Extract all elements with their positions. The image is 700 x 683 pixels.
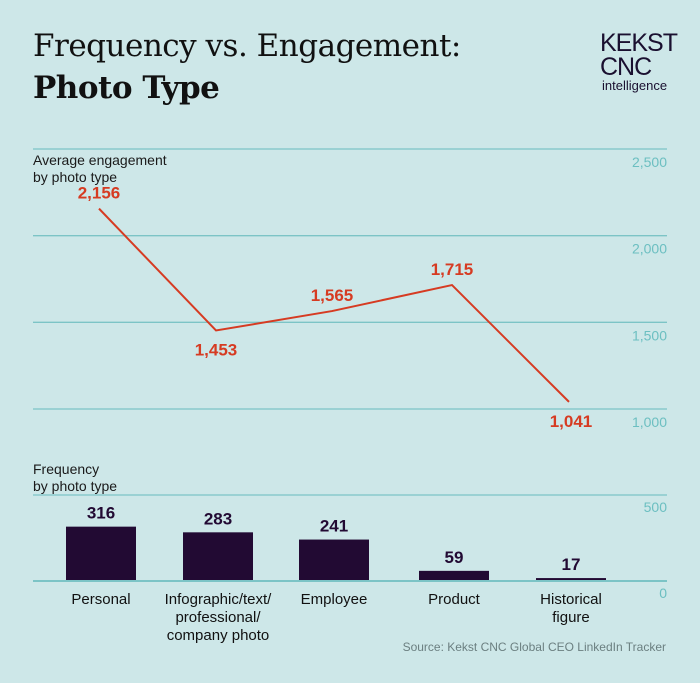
- engagement-line: [98, 207, 570, 403]
- chart-title-line2: Photo Type: [33, 70, 220, 106]
- line-chart-subtitle-line2: by photo type: [33, 169, 118, 185]
- category-label: Historical: [540, 591, 602, 608]
- chart-title-line1: Frequency vs. Engagement:: [33, 28, 461, 64]
- line-y-tick-label: 2,000: [632, 241, 667, 257]
- line-chart-subtitle: Average engagement by photo type: [33, 152, 167, 186]
- logo-text-kekst: KEKST: [600, 29, 678, 57]
- engagement-data-label: 1,565: [311, 286, 354, 305]
- category-label: professional/: [175, 609, 261, 626]
- line-chart-subtitle-line1: Average engagement: [33, 152, 167, 168]
- frequency-bar: [299, 539, 369, 581]
- engagement-data-label: 1,715: [431, 260, 474, 279]
- logo-text-cnc: CNC: [600, 52, 652, 81]
- engagement-data-label: 2,156: [78, 184, 121, 203]
- line-y-tick-label: 1,500: [632, 327, 667, 343]
- bar-chart-subtitle: Frequency by photo type: [33, 461, 117, 495]
- engagement-data-label: 1,041: [550, 412, 593, 431]
- engagement-data-label: 1,453: [195, 340, 238, 359]
- line-y-tick-label: 1,000: [632, 414, 667, 430]
- frequency-bar: [419, 570, 489, 581]
- kekst-cnc-logo: KEKST CNC intelligence: [600, 29, 678, 93]
- line-y-tick-label: 2,500: [632, 154, 667, 170]
- category-label: Employee: [301, 591, 368, 608]
- category-label: Infographic/text/: [165, 591, 273, 608]
- frequency-bar: [66, 526, 136, 581]
- category-label: Product: [428, 591, 481, 608]
- frequency-data-label: 283: [204, 509, 232, 528]
- frequency-bar: [536, 578, 606, 581]
- frequency-data-label: 17: [562, 555, 581, 574]
- bar-y-tick-label: 500: [644, 499, 668, 515]
- category-label: figure: [552, 609, 590, 626]
- category-label: Personal: [71, 591, 130, 608]
- frequency-bar: [183, 532, 253, 581]
- frequency-data-label: 241: [320, 517, 348, 536]
- bar-y-tick-label: 0: [659, 585, 667, 601]
- category-label: company photo: [167, 627, 270, 644]
- bar-chart-subtitle-line1: Frequency: [33, 461, 100, 477]
- logo-text-intelligence: intelligence: [602, 77, 668, 93]
- bar-chart-subtitle-line2: by photo type: [33, 478, 118, 494]
- frequency-data-label: 316: [87, 504, 115, 523]
- frequency-data-label: 59: [445, 548, 464, 567]
- source-note: Source: Kekst CNC Global CEO LinkedIn Tr…: [402, 640, 666, 654]
